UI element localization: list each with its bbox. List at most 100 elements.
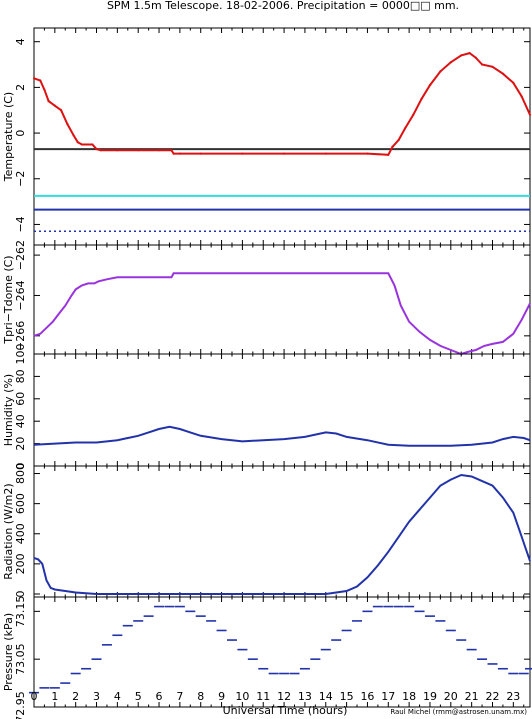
x-tick-label: 6 [156,690,163,703]
data-point [80,143,84,146]
y-tick-label: 0 [14,463,27,470]
data-point [412,113,415,116]
y-axis-label: Tpri−Tdome (C) [2,255,15,344]
y-tick-label: 2 [14,84,27,91]
data-point [172,152,175,155]
y-axis-label: Temperature (C) [2,92,15,182]
data-point [99,149,102,152]
data-point [178,152,181,155]
data-point [474,56,477,59]
panel-frame [33,353,531,467]
data-point [91,143,94,146]
x-tick-label: 7 [176,690,183,703]
series-line [33,52,531,156]
data-point [66,122,69,126]
panel-frame [33,465,531,598]
panel-1: −4 −2 0 2 4 Temperature (C) [2,27,532,246]
data-point [520,95,523,98]
y-tick-label: 100 [14,344,27,365]
data-point [157,149,161,152]
y-tick-label: 60 [14,392,27,406]
y-tick-label: −266 [14,321,27,351]
y-tick-label: 400 [14,523,27,544]
x-tick-label: 23 [506,690,520,703]
x-tick-label: 15 [340,690,354,703]
data-point [199,152,202,155]
y-tick-label: −262 [14,240,27,270]
data-point [39,79,42,82]
data-point [324,152,327,155]
y-tick-label: 73.05 [14,643,27,675]
data-point [59,109,63,112]
data-point [391,145,394,148]
x-tick-label: 22 [485,690,499,703]
y-tick-label: 800 [14,463,27,484]
x-tick-label: 9 [218,690,225,703]
data-point [397,138,400,142]
y-tick-label: −2 [14,171,27,187]
x-tick-label: 2 [72,690,79,703]
x-tick-label: 11 [256,690,270,703]
panel-frame [33,27,531,246]
y-axis-label: Humidity (%) [2,374,15,446]
data-point [480,63,484,66]
data-point [460,54,463,57]
data-point [449,61,452,64]
x-tick-label: 13 [298,690,312,703]
x-tick-label: 4 [114,690,121,703]
panel-frame [33,244,531,355]
data-point [420,97,423,100]
x-tick-label: 16 [360,690,374,703]
data-point [491,65,494,68]
x-tick-label: 0 [31,690,38,703]
data-point [468,52,471,55]
x-tick-label: 18 [402,690,416,703]
data-point [32,77,36,80]
data-point [85,143,88,146]
panel-3: 0 20 40 60 80 100 Humidity (%) [2,344,531,470]
y-tick-label: 73.15 [14,596,27,628]
x-tick-label: 12 [277,690,291,703]
data-point [282,152,286,155]
y-tick-label: 40 [14,414,27,428]
data-point [366,152,369,155]
x-tick-label: 8 [197,690,204,703]
x-tick-label: 20 [444,690,458,703]
series-line [33,272,531,356]
y-tick-label: 72.95 [14,691,27,719]
data-point [512,81,515,84]
data-point [53,104,56,107]
data-point [95,147,98,151]
y-tick-label: −264 [14,280,27,310]
series-line [33,473,531,595]
y-tick-label: 0 [14,130,27,137]
data-point [116,149,119,152]
data-point [47,99,50,103]
x-axis-label: Universal Time (hours) [223,704,348,717]
data-point [387,153,390,156]
y-tick-label: 20 [14,437,27,451]
x-tick-label: 14 [319,690,333,703]
data-point [403,127,407,130]
x-tick-labels: 0 1 2 3 4 5 6 7 8 9 10 11 12 13 14 15 16 17 18 19 20 21 22 23 [31,690,521,703]
data-point [439,70,442,73]
y-axis-label: Radiation (W/m2) [2,483,15,579]
series-line [33,425,531,447]
panels: −4 −2 0 2 4 Temperature (C) −266 −264 −262Tpri−T… [2,27,532,719]
data-point [241,152,244,155]
x-tick-label: 19 [423,690,437,703]
x-tick-label: 1 [51,690,58,703]
data-point [137,149,140,152]
x-tick-label: 3 [93,690,100,703]
y-tick-label: 4 [14,38,27,45]
data-point [76,141,79,144]
data-point [501,72,505,75]
data-point [72,134,75,137]
figure-title: SPM 1.5m Telescope. 18-02-2006. Precipit… [107,0,459,12]
y-tick-label: 0 [14,590,27,597]
data-point [528,113,532,116]
